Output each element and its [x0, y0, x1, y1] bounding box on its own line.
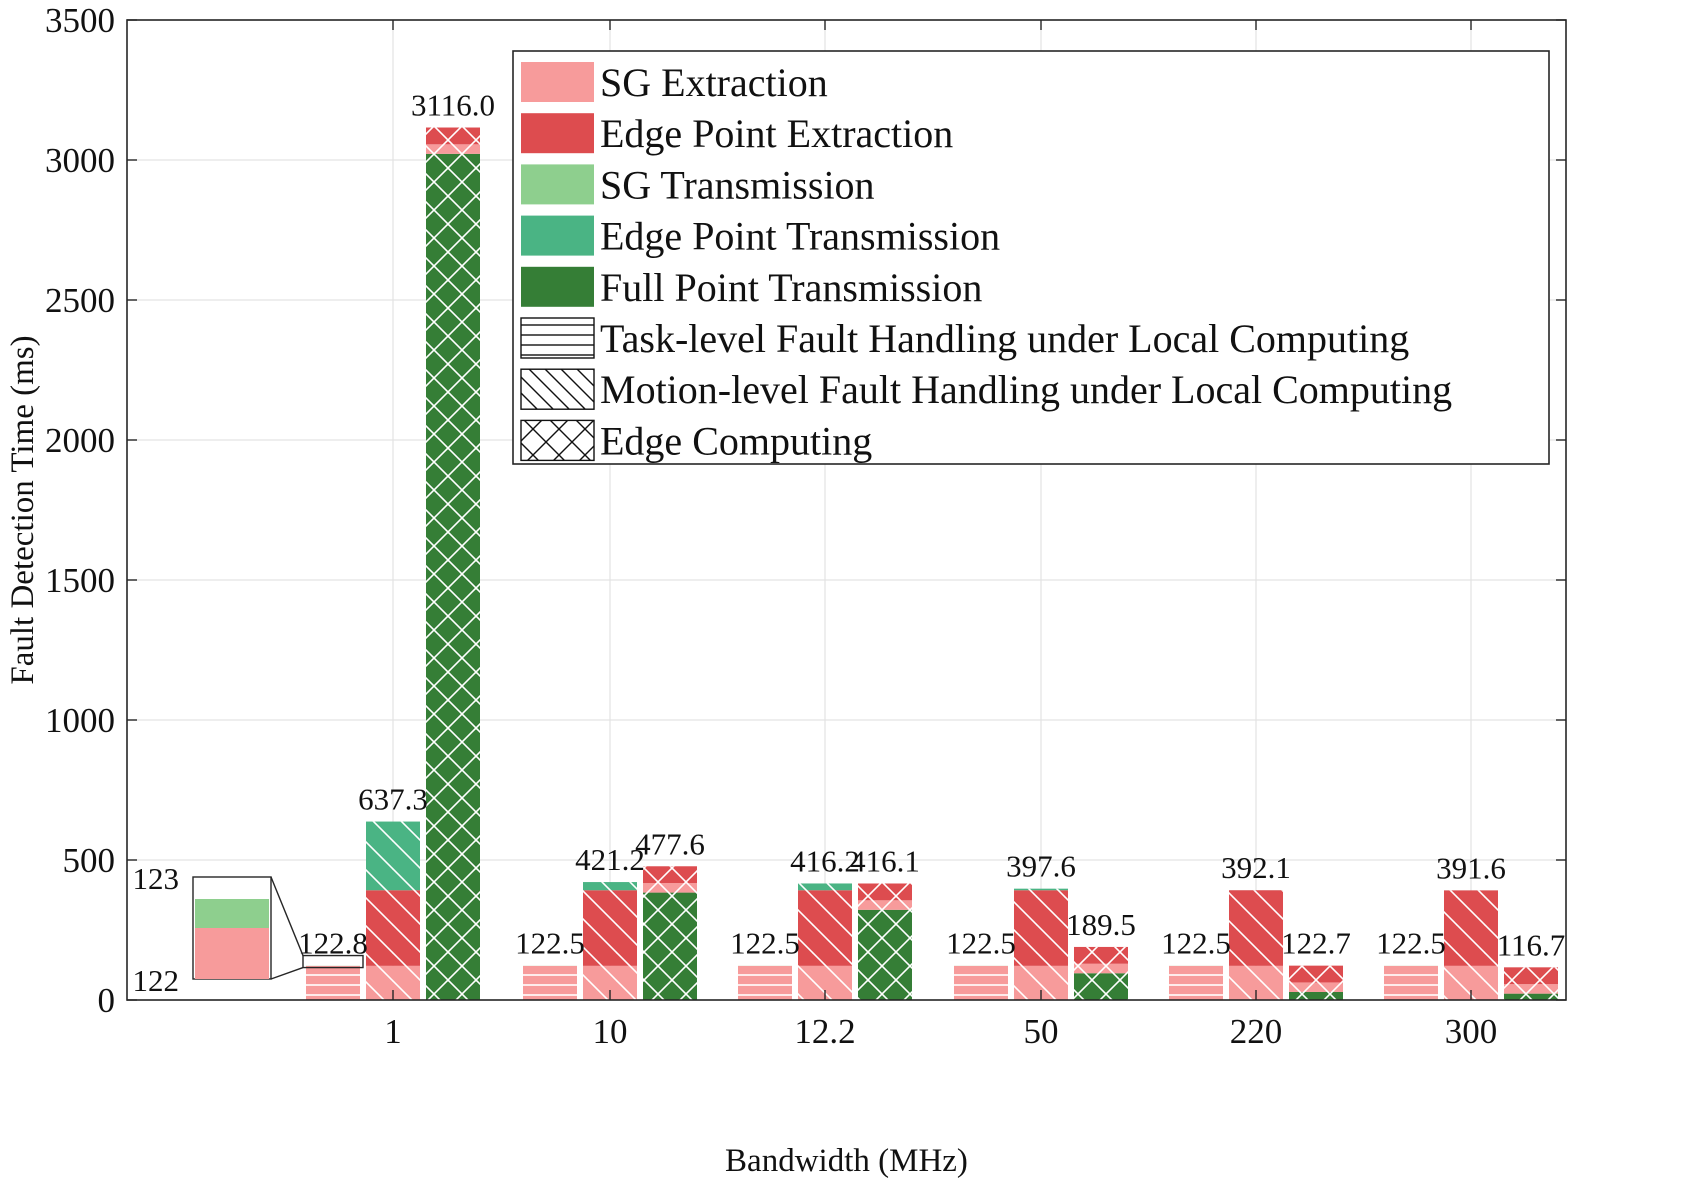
- inset-segment-sg_transmission: [195, 899, 269, 928]
- legend-item: Motion-level Fault Handling under Local …: [520, 367, 1452, 412]
- bar-total-label: 421.2: [575, 842, 645, 877]
- bar-hatch-motion: [1229, 890, 1283, 1000]
- legend-label: SG Extraction: [600, 60, 828, 105]
- legend-box: [512, 50, 1550, 465]
- legend-item: Edge Point Transmission: [521, 214, 1000, 259]
- plot-frame: [126, 19, 1567, 1001]
- bar-group-50: [954, 888, 1128, 1000]
- bar-total-label: 637.3: [358, 782, 428, 817]
- bar-hatch-task: [738, 965, 792, 1000]
- bar-total-label: 122.5: [946, 926, 1016, 961]
- legend-label: Edge Point Extraction: [600, 111, 953, 156]
- bar-hatch-motion: [583, 882, 637, 1000]
- x-tick-label: 12.2: [794, 1012, 855, 1051]
- bar-total-label: 477.6: [635, 826, 705, 861]
- legend-swatch: [521, 62, 594, 102]
- bar-hatch-edge: [1504, 967, 1558, 1000]
- bar-total-label: 122.5: [515, 926, 585, 961]
- bar-hatch-task: [523, 965, 577, 1000]
- legend: SG Extraction Edge Point Extraction SG Tra…: [512, 50, 1550, 465]
- bar-total-label: 116.7: [1497, 927, 1566, 962]
- x-tick-label: 50: [1024, 1012, 1059, 1051]
- bar-hatch-task: [306, 965, 360, 1000]
- bar-hatch-task: [1169, 965, 1223, 1000]
- legend-item: SG Extraction: [521, 60, 828, 105]
- bar-total-label: 122.5: [1161, 926, 1231, 961]
- bar-hatch-task: [1384, 965, 1438, 1000]
- inset-connector: [270, 966, 304, 980]
- bar-hatch-task: [954, 965, 1008, 1000]
- bar-total-label: 189.5: [1066, 907, 1136, 942]
- bar-hatch-motion: [798, 883, 852, 1000]
- bar-groups: [306, 127, 1558, 1001]
- y-tick-label: 0: [98, 981, 116, 1020]
- legend-hatch-swatch: [521, 318, 594, 358]
- legend-label: SG Transmission: [600, 162, 875, 207]
- bar-hatch-edge: [858, 883, 912, 1000]
- x-tick-label: 220: [1230, 1012, 1283, 1051]
- legend-item: Edge Point Extraction: [521, 111, 953, 156]
- bar-total-label: 122.7: [1281, 926, 1351, 961]
- inset-segment-sg_extraction: [195, 928, 269, 979]
- legend-label: Edge Computing: [600, 418, 872, 463]
- legend-swatch: [521, 113, 594, 154]
- bar-hatch-edge: [426, 127, 480, 1000]
- bar-group-12.2: [738, 883, 912, 1000]
- bar-total-label: 122.5: [1376, 926, 1446, 961]
- bar-group-10: [523, 866, 697, 1000]
- legend-swatch: [521, 266, 594, 307]
- y-tick-label: 1000: [45, 701, 115, 740]
- bar-total-label: 122.8: [298, 926, 368, 961]
- bar-hatch-motion: [366, 821, 420, 1000]
- bar-total-label: 416.1: [850, 843, 920, 878]
- legend-item: SG Transmission: [521, 162, 875, 207]
- legend-label: Task-level Fault Handling under Local Co…: [600, 316, 1409, 361]
- bar-hatch-edge: [1289, 965, 1343, 1000]
- inset-source-box: [302, 954, 364, 969]
- legend-swatch: [521, 215, 594, 256]
- inset-bottom-label: 122: [133, 963, 180, 998]
- y-tick-label: 1500: [45, 561, 115, 600]
- axes: 0 500 1000 1500 2000 2500 3000 3500 1 10 12.2 50 220…: [5, 1, 1567, 1179]
- y-tick-label: 3500: [45, 1, 115, 40]
- x-tick-label: 300: [1445, 1012, 1498, 1051]
- bar-total-label: 122.5: [730, 926, 800, 961]
- y-tick-label: 2500: [45, 281, 115, 320]
- bar-hatch-motion: [1444, 890, 1498, 1000]
- legend-label: Edge Point Transmission: [600, 214, 1000, 259]
- bar-total-label: 391.6: [1436, 850, 1506, 885]
- legend-label: Motion-level Fault Handling under Local …: [600, 367, 1452, 412]
- x-tick-label: 1: [384, 1012, 402, 1051]
- x-axis-title: Bandwidth (MHz): [725, 1143, 968, 1179]
- legend-item: Edge Computing: [520, 418, 872, 463]
- legend-item: Task-level Fault Handling under Local Co…: [520, 316, 1409, 361]
- bar-group-1: [306, 127, 480, 1001]
- bar-group-300: [1384, 890, 1558, 1000]
- zoom-inset: 123 122: [133, 861, 364, 998]
- y-axis-title: Fault Detection Time (ms): [5, 335, 41, 684]
- legend-item: Full Point Transmission: [521, 265, 982, 310]
- bar-total-label: 392.1: [1221, 850, 1291, 885]
- bar-total-label: 416.2: [790, 843, 860, 878]
- inset-top-label: 123: [133, 861, 180, 896]
- bar-hatch-edge: [643, 866, 697, 1000]
- y-tick-label: 3000: [45, 141, 115, 180]
- y-tick-label: 2000: [45, 421, 115, 460]
- inset-connector: [270, 876, 304, 956]
- x-tick-label: 10: [593, 1012, 628, 1051]
- legend-label: Full Point Transmission: [600, 265, 982, 310]
- legend-hatch-swatch: [521, 420, 594, 461]
- bar-total-label: 397.6: [1006, 849, 1076, 884]
- y-tick-label: 500: [63, 841, 116, 880]
- bar-total-label: 3116.0: [411, 88, 495, 123]
- legend-hatch-swatch: [521, 369, 594, 410]
- bar-hatch-edge: [1074, 946, 1128, 1000]
- legend-swatch: [521, 164, 594, 205]
- bar-hatch-motion: [1014, 888, 1068, 1000]
